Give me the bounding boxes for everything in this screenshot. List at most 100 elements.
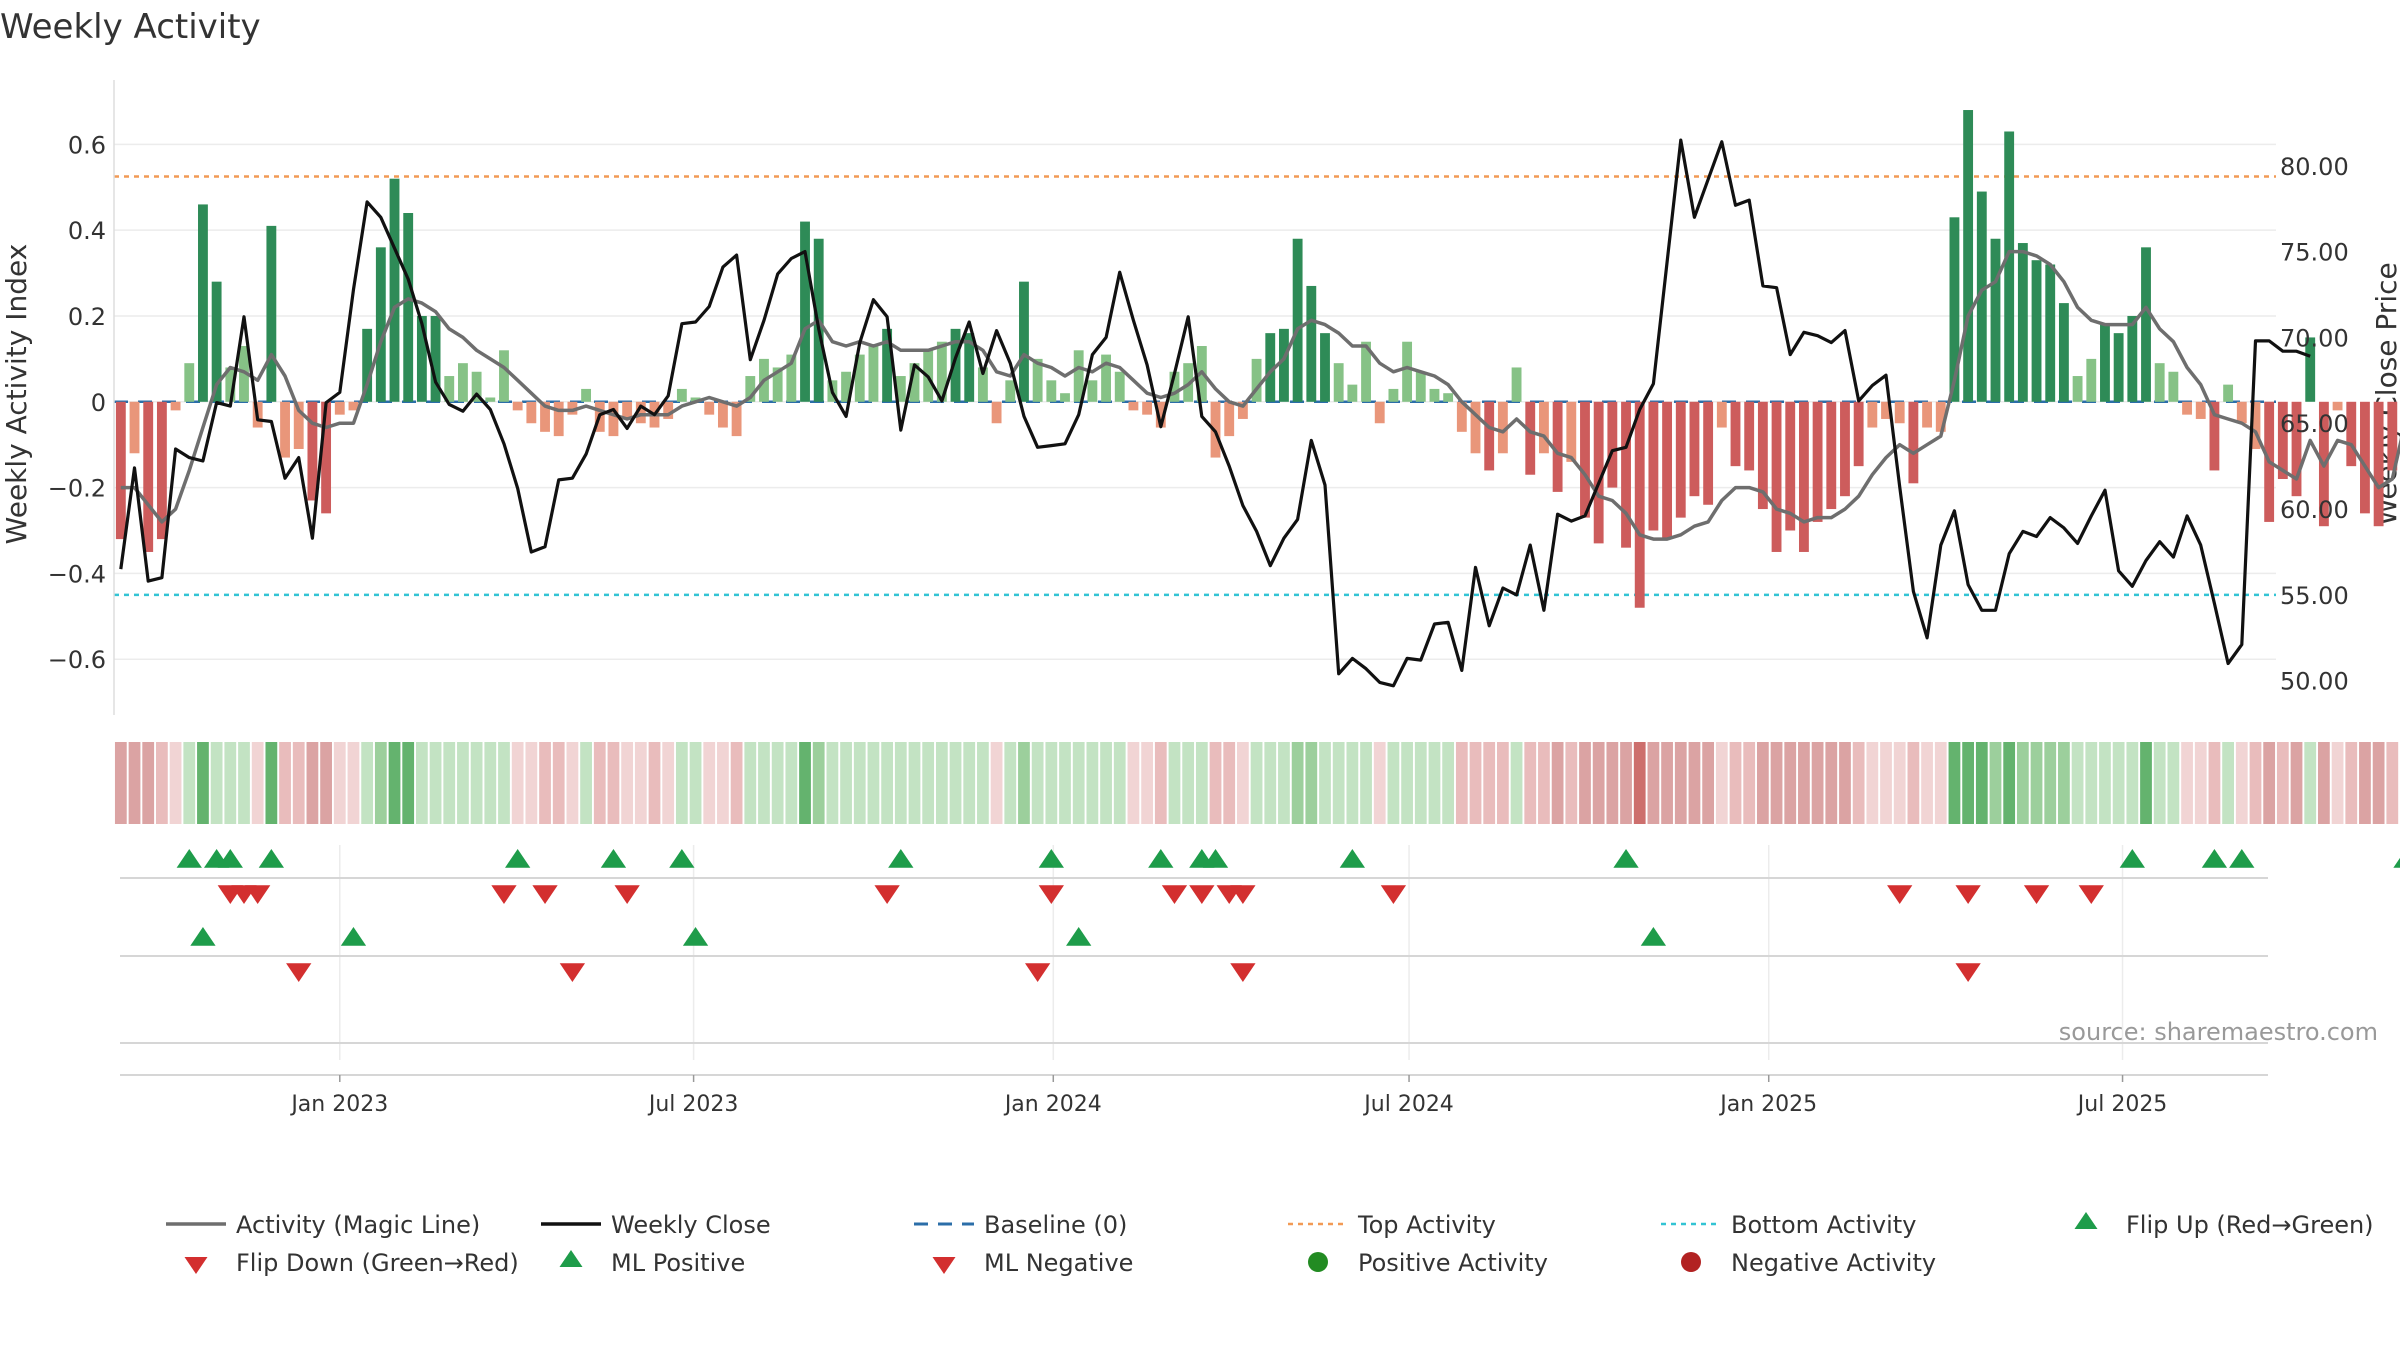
heat-cell <box>990 742 1003 824</box>
legend-item: Top Activity <box>1288 1211 1496 1239</box>
legend-item: Flip Down (Green→Red) <box>184 1249 519 1277</box>
activity-bar <box>553 401 564 437</box>
heat-cell <box>1743 742 1756 824</box>
heat-cell <box>1305 742 1318 824</box>
activity-bar <box>211 281 222 402</box>
activity-bar <box>115 401 126 540</box>
activity-bar <box>1662 401 1673 540</box>
activity-bar <box>2195 401 2206 419</box>
activity-bar <box>1224 401 1235 437</box>
ml-positive-marker <box>1066 927 1092 946</box>
heat-cell <box>1332 742 1345 824</box>
activity-bar <box>1607 401 1618 488</box>
activity-bar <box>2182 401 2192 415</box>
heat-cell <box>265 742 278 824</box>
heat-cell <box>169 742 182 824</box>
y-tick-label: 0 <box>91 389 106 417</box>
legend-item: ML Negative <box>932 1249 1133 1277</box>
activity-bar <box>512 401 523 411</box>
activity-bar <box>1320 333 1330 402</box>
heat-cell <box>2181 742 2193 824</box>
activity-bar <box>1060 393 1070 402</box>
heat-cell <box>2304 742 2317 824</box>
legend-label: Activity (Magic Line) <box>236 1211 480 1239</box>
flip-up-marker <box>2201 849 2228 868</box>
flip-up-marker <box>176 849 202 868</box>
ml-negative-marker <box>286 963 312 982</box>
activity-bar <box>1566 401 1577 462</box>
activity-bar <box>2141 247 2151 402</box>
activity-bar <box>1840 401 1850 497</box>
heat-cell <box>1510 742 1523 824</box>
heat-cell <box>1237 742 1249 824</box>
heat-cell <box>2099 742 2111 824</box>
heat-cell <box>1907 742 1920 824</box>
activity-bar <box>143 401 154 552</box>
heat-cell <box>1059 742 1071 824</box>
heat-cell <box>1113 742 1126 824</box>
legend-item: Activity (Magic Line) <box>166 1211 480 1239</box>
heat-cell <box>1702 742 1715 824</box>
ml-positive-marker <box>682 927 709 946</box>
legend-label: Top Activity <box>1357 1211 1496 1239</box>
ml-positive-marker <box>340 927 367 946</box>
y-tick-label: −0.2 <box>48 475 106 503</box>
heat-cell <box>922 742 935 824</box>
heat-cell <box>114 742 127 824</box>
heat-cell <box>1100 742 1112 824</box>
activity-bar <box>1757 401 1768 510</box>
heat-cell <box>2208 742 2221 824</box>
activity-bar <box>1894 401 1905 424</box>
x-axis-ticks: Jan 2023 Jul 2023 Jan 2024 Jul 2024 Jan 2025… <box>289 1075 2167 1117</box>
activity-bar <box>280 401 290 458</box>
heat-cell <box>1223 742 1236 824</box>
heat-cell <box>1729 742 1742 824</box>
ml-negative-marker <box>1230 963 1256 982</box>
heat-cell <box>949 742 962 824</box>
activity-bar <box>1114 371 1125 402</box>
activity-bar <box>2031 260 2042 402</box>
heat-cell <box>1866 742 1879 824</box>
heat-cell <box>1387 742 1400 824</box>
activity-bar <box>663 401 674 419</box>
heat-cell <box>1825 742 1838 824</box>
heat-cell <box>374 742 387 824</box>
heat-cell <box>251 742 264 824</box>
legend-item: Positive Activity <box>1308 1249 1548 1277</box>
heat-cell <box>156 742 168 824</box>
legend-item: Bottom Activity <box>1661 1211 1916 1239</box>
heat-cell <box>292 742 305 824</box>
activity-bar <box>293 401 304 449</box>
heat-cell <box>197 742 209 824</box>
heat-cell <box>1154 742 1167 824</box>
heat-cell <box>935 742 948 824</box>
heat-cell <box>2372 742 2385 824</box>
heat-cell <box>1373 742 1386 824</box>
x-tick-label: Jul 2025 <box>2076 1092 2168 1117</box>
y2-tick-label: 60.00 <box>2280 496 2349 524</box>
x-tick-label: Jan 2025 <box>1718 1092 1817 1117</box>
heat-cell <box>2222 742 2234 824</box>
heat-cell <box>867 742 880 824</box>
activity-bar <box>1251 358 1262 402</box>
x-tick-label: Jul 2023 <box>647 1092 739 1117</box>
activity-bar <box>909 363 920 402</box>
activity-bar <box>841 371 851 402</box>
activity-bar <box>1292 238 1303 402</box>
heat-cell <box>1620 742 1632 824</box>
heat-cell <box>333 742 346 824</box>
heat-cell <box>1784 742 1797 824</box>
flip-down-marker <box>532 885 558 904</box>
legend-swatch <box>932 1257 956 1274</box>
activity-bar <box>2277 401 2288 480</box>
heat-cell <box>1948 742 1961 824</box>
heat-cell <box>347 742 360 824</box>
activity-bar <box>485 397 496 402</box>
y-tick-label: −0.4 <box>48 560 106 588</box>
activity-bar <box>1470 401 1481 454</box>
flip-up-marker <box>1038 849 1064 868</box>
activity-bar <box>184 363 195 402</box>
activity-bar <box>307 401 318 501</box>
activity-bar <box>1730 401 1741 467</box>
activity-bar <box>416 315 427 402</box>
